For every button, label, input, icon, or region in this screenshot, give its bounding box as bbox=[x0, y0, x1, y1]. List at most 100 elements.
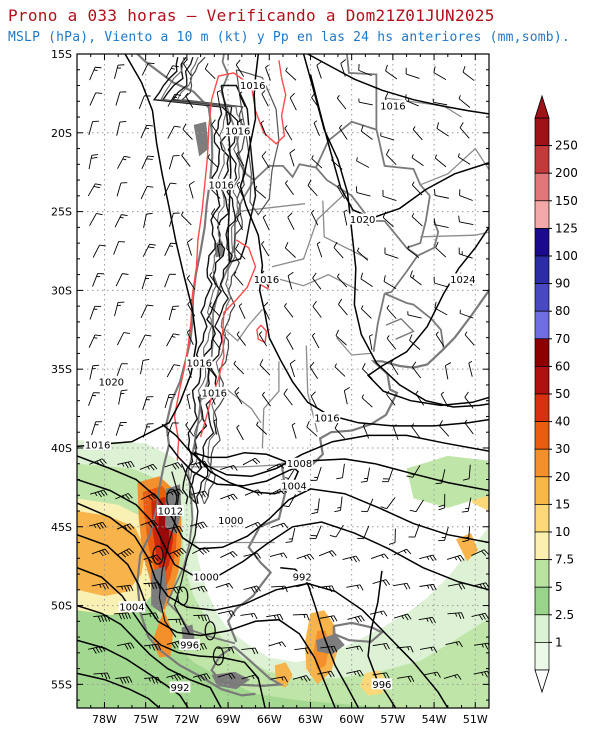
wind-barb bbox=[142, 243, 156, 257]
wind-barb bbox=[418, 616, 436, 624]
wind-barb bbox=[458, 247, 473, 259]
colorbar-tick-label: 5 bbox=[555, 580, 563, 594]
isobar-label: 1004 bbox=[119, 603, 144, 614]
wind-barb bbox=[186, 329, 194, 346]
wind-barb bbox=[166, 488, 184, 497]
isobar-labels: 1016 1016 1016 1016 1016 1020 1024 1016 1020 1016… bbox=[84, 79, 477, 694]
wind-barb bbox=[388, 528, 396, 545]
wind-barb bbox=[385, 148, 397, 166]
wind-barb bbox=[383, 275, 397, 289]
wind-barb bbox=[233, 360, 245, 375]
wind-barb bbox=[459, 309, 474, 319]
wind-barb bbox=[215, 582, 234, 589]
wind-barb bbox=[238, 91, 246, 108]
wind-barb bbox=[411, 181, 423, 196]
wind-barb bbox=[372, 672, 390, 680]
isobar-label: 1016 bbox=[380, 102, 405, 113]
chart-subtitle: MSLP (hPa), Viento a 10 m (kt) y Pp en l… bbox=[8, 30, 570, 45]
province-line bbox=[336, 337, 371, 356]
isobar-label: 1020 bbox=[99, 377, 124, 388]
wind-barb bbox=[220, 464, 238, 471]
axis-ticks bbox=[77, 53, 490, 708]
wind-barb bbox=[361, 394, 373, 408]
colorbar-segment bbox=[534, 531, 550, 560]
province-line bbox=[224, 308, 263, 342]
wind-barb bbox=[243, 585, 261, 594]
wind-barb bbox=[336, 463, 345, 480]
wind-barb bbox=[438, 526, 449, 542]
wind-barb bbox=[164, 462, 183, 470]
wind-barb bbox=[412, 126, 423, 141]
wind-barb bbox=[89, 458, 107, 465]
wind-barb bbox=[313, 120, 320, 137]
longitude-tick-label: 60W bbox=[339, 713, 364, 726]
wind-barb bbox=[459, 189, 473, 201]
wind-barb bbox=[342, 555, 360, 563]
wind-barb bbox=[360, 124, 373, 140]
wind-barb bbox=[384, 247, 399, 259]
wind-barb bbox=[336, 273, 348, 288]
isobar-label-bg bbox=[291, 571, 313, 583]
isobar-label: 1004 bbox=[281, 481, 306, 492]
colorbar-segment bbox=[534, 255, 550, 284]
wind-barb bbox=[211, 208, 221, 226]
wind-barb bbox=[141, 62, 155, 76]
wind-barb bbox=[287, 212, 295, 230]
colorbar-segment bbox=[534, 448, 550, 478]
colorbar-segment bbox=[534, 614, 550, 643]
wind-barb bbox=[240, 612, 258, 620]
isobar bbox=[77, 502, 449, 708]
wind-barb bbox=[443, 673, 462, 680]
wind-barb bbox=[423, 671, 441, 678]
wind-barb bbox=[235, 59, 245, 77]
wind-barb bbox=[320, 645, 338, 653]
colorbar-segment bbox=[534, 559, 550, 588]
province-line bbox=[262, 273, 359, 291]
colorbar-segment bbox=[534, 338, 550, 367]
wind-barb bbox=[164, 393, 176, 409]
latitude-tick-label: 55S bbox=[51, 678, 72, 691]
wind-barb bbox=[409, 270, 422, 286]
wind-barb bbox=[355, 186, 371, 197]
red-isobar bbox=[199, 239, 257, 438]
wind-barb bbox=[287, 271, 294, 290]
wind-barb bbox=[291, 422, 297, 439]
wind-barb bbox=[141, 155, 155, 169]
isobar bbox=[77, 478, 489, 591]
wind-barb bbox=[116, 584, 134, 592]
wind-barb bbox=[88, 645, 106, 654]
wind-barb bbox=[310, 466, 322, 481]
wind-barb bbox=[89, 364, 100, 380]
wind-barb bbox=[115, 676, 133, 684]
border-line bbox=[384, 292, 445, 349]
wind-barb bbox=[343, 209, 348, 226]
isobar-label-bg bbox=[169, 681, 191, 693]
isobar-label: 996 bbox=[372, 680, 391, 691]
wind-barb bbox=[310, 391, 318, 409]
wind-barb bbox=[92, 244, 106, 258]
wind-barb bbox=[464, 331, 475, 346]
altiplano-contour bbox=[235, 69, 280, 216]
wind-barb bbox=[139, 463, 158, 471]
wind-barb bbox=[438, 493, 446, 511]
lake-outline bbox=[385, 317, 415, 340]
wind-barb bbox=[236, 212, 243, 231]
wind-barb bbox=[406, 465, 421, 478]
wind-barb bbox=[166, 673, 184, 681]
wind-barb bbox=[115, 421, 127, 436]
wind-barb bbox=[317, 670, 335, 678]
wind-barb bbox=[334, 422, 345, 439]
wind-barb bbox=[89, 66, 102, 81]
isobar-label: 1016 bbox=[314, 414, 339, 425]
wind-barb bbox=[89, 521, 107, 530]
wind-barb bbox=[372, 579, 390, 586]
colorbar-segment bbox=[534, 393, 550, 422]
wind-barb bbox=[331, 156, 343, 170]
wind-barb bbox=[114, 214, 128, 228]
wind-barb bbox=[419, 554, 437, 562]
wind-barb bbox=[409, 499, 424, 513]
wind-barb bbox=[113, 241, 125, 255]
wind-barb bbox=[187, 299, 196, 317]
colorbar-segment bbox=[534, 200, 550, 229]
